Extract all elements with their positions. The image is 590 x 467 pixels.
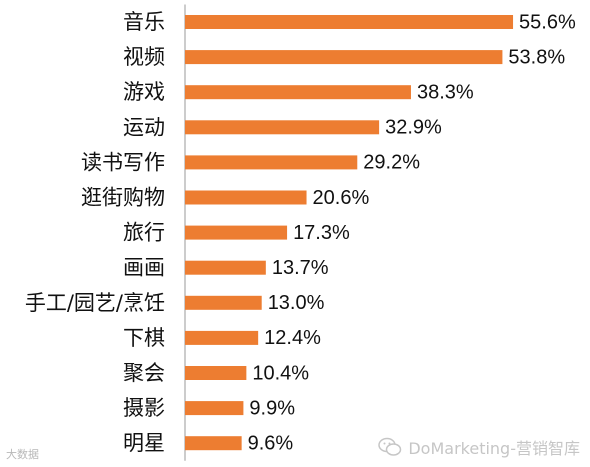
- value-label-6: 17.3%: [293, 222, 350, 244]
- bar-2: [185, 85, 411, 100]
- bar-7: [185, 260, 266, 275]
- watermark-right: DoMarketing-营销智库: [378, 435, 580, 459]
- category-label-6: 旅行: [123, 221, 165, 245]
- category-label-1: 视频: [123, 45, 165, 69]
- category-label-11: 摄影: [123, 396, 165, 420]
- category-label-12: 明星: [123, 431, 165, 455]
- bar-12: [185, 436, 242, 451]
- bar-1: [185, 50, 503, 65]
- value-label-0: 55.6%: [519, 11, 576, 33]
- value-label-11: 9.9%: [249, 397, 295, 419]
- value-label-8: 13.0%: [268, 292, 325, 314]
- category-label-4: 读书写作: [81, 150, 165, 174]
- category-label-5: 逛街购物: [81, 186, 165, 210]
- bar-0: [185, 15, 514, 29]
- bar-6: [185, 225, 288, 240]
- value-label-9: 12.4%: [264, 327, 321, 349]
- category-label-8: 手工/园艺/烹饪: [25, 291, 165, 315]
- bar-8: [185, 295, 262, 310]
- category-label-2: 游戏: [123, 80, 165, 104]
- value-label-3: 32.9%: [385, 117, 442, 139]
- value-label-4: 29.2%: [363, 152, 420, 174]
- watermark-left: 大数据: [6, 446, 39, 462]
- wechat-icon: [378, 437, 402, 456]
- value-label-5: 20.6%: [313, 187, 370, 209]
- bar-3: [185, 120, 380, 135]
- category-label-0: 音乐: [123, 10, 165, 34]
- value-label-7: 13.7%: [272, 257, 329, 279]
- value-label-10: 10.4%: [252, 362, 309, 384]
- category-label-3: 运动: [123, 115, 165, 139]
- bar-4: [185, 155, 358, 170]
- category-label-9: 下棋: [123, 326, 165, 350]
- bar-10: [185, 366, 247, 380]
- bar-11: [185, 401, 244, 416]
- value-label-2: 38.3%: [417, 81, 474, 103]
- value-label-1: 53.8%: [508, 46, 565, 68]
- category-label-10: 聚会: [123, 361, 165, 385]
- value-label-12: 9.6%: [248, 432, 294, 454]
- bar-9: [185, 330, 259, 345]
- watermark-right-text: DoMarketing-营销智库: [408, 439, 580, 458]
- watermark-left-text: 大数据: [6, 448, 39, 461]
- category-label-7: 画画: [123, 256, 165, 280]
- bar-5: [185, 190, 307, 205]
